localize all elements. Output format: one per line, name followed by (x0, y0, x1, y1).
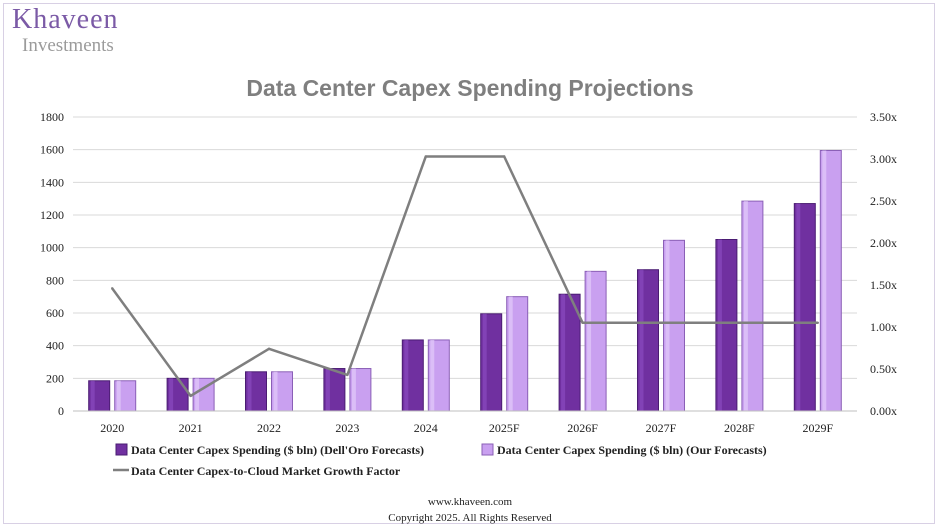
bar-highlight (430, 339, 435, 411)
growth-factor-point-2020 (111, 287, 114, 290)
x-tick-label: 2022 (257, 421, 281, 435)
y2-tick-label: 0.50x (870, 362, 897, 376)
bar-highlight (169, 378, 174, 411)
y2-tick-label: 2.50x (870, 194, 897, 208)
growth-factor-point-2024 (424, 155, 427, 158)
growth-factor-line (111, 155, 818, 398)
y-tick-label: 0 (58, 404, 64, 418)
bar-highlight (325, 368, 330, 411)
y2-tick-label: 3.00x (870, 152, 897, 166)
bar-highlight (508, 296, 513, 411)
bar-highlight (561, 294, 566, 411)
x-tick-label: 2023 (335, 421, 359, 435)
bar-highlight (639, 269, 644, 411)
growth-factor-point-2021 (189, 394, 192, 398)
brand-name: Khaveen (12, 4, 119, 35)
legend-swatch-0 (115, 443, 128, 456)
legend-label-2: Data Center Capex-to-Cloud Market Growth… (131, 464, 401, 478)
growth-factor-point-2026F (581, 321, 584, 324)
bar-highlight (743, 201, 748, 411)
y-tick-label: 200 (46, 371, 64, 385)
y-tick-label: 1200 (40, 208, 64, 222)
growth-factor-point-2025F (503, 155, 506, 158)
bar-highlight (822, 150, 827, 411)
y-tick-label: 600 (46, 306, 64, 320)
x-tick-label: 2028F (724, 421, 755, 435)
legend-label-1: Data Center Capex Spending ($ bln) (Our … (497, 443, 767, 457)
brand-logo: Khaveen Investments (12, 4, 119, 56)
bar-highlight (482, 313, 487, 411)
bar-highlight (717, 239, 722, 411)
y2-tick-label: 0.00x (870, 404, 897, 418)
y-tick-label: 400 (46, 339, 64, 353)
brand-subtitle: Investments (22, 35, 114, 56)
y-tick-label: 1600 (40, 143, 64, 157)
y-tick-label: 1800 (40, 110, 64, 124)
slide-frame (3, 3, 935, 524)
y-tick-label: 1400 (40, 175, 64, 189)
y-tick-label: 1000 (40, 241, 64, 255)
bar-highlight (247, 371, 252, 411)
y2-tick-label: 1.50x (870, 278, 897, 292)
bar-highlight (665, 240, 670, 411)
growth-factor-point-2022 (267, 347, 271, 351)
x-tick-label: 2020 (100, 421, 124, 435)
bar-highlight (404, 339, 409, 411)
bar-highlight (195, 378, 200, 411)
bar-highlight (116, 380, 121, 411)
x-tick-label: 2027F (646, 421, 677, 435)
x-tick-label: 2021 (179, 421, 203, 435)
y2-tick-label: 3.50x (870, 110, 897, 124)
x-tick-label: 2026F (567, 421, 598, 435)
y2-tick-label: 1.00x (870, 320, 897, 334)
legend-swatch-1 (481, 443, 494, 456)
y-tick-label: 800 (46, 273, 64, 287)
growth-factor-point-2029F (816, 321, 819, 324)
bar-highlight (587, 271, 592, 411)
x-tick-label: 2025F (489, 421, 520, 435)
growth-factor-point-2028F (738, 321, 741, 324)
growth-factor-point-2027F (659, 321, 663, 324)
bar-highlight (796, 203, 801, 411)
y2-tick-label: 2.00x (870, 236, 897, 250)
x-tick-label: 2024 (414, 421, 438, 435)
bar-highlight (273, 371, 278, 411)
x-tick-label: 2029F (802, 421, 833, 435)
growth-factor-point-2023 (346, 373, 349, 377)
bar-highlight (90, 380, 95, 411)
legend-label-0: Data Center Capex Spending ($ bln) (Dell… (131, 443, 424, 457)
footer-website[interactable]: www.khaveen.com (427, 496, 513, 508)
footer-copyright: Copyright 2025. All Rights Reserved (388, 512, 552, 524)
bar-highlight (351, 368, 356, 411)
chart-title: Data Center Capex Spending Projections (246, 75, 693, 101)
